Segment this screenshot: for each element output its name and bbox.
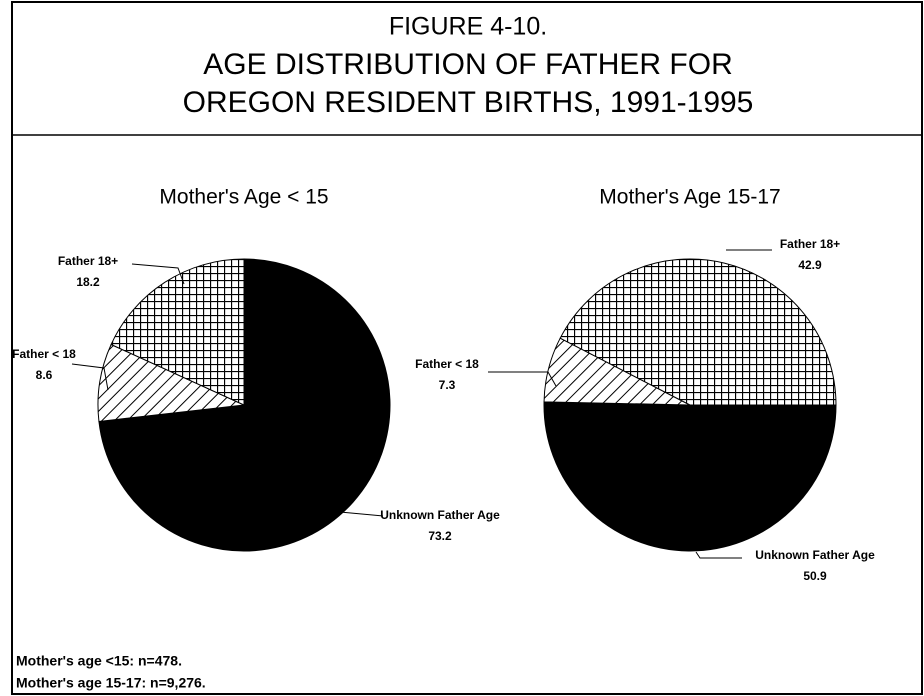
slice-value: 73.2	[428, 529, 452, 543]
slice-value: 42.9	[798, 258, 822, 272]
figure-title: AGE DISTRIBUTION OF FATHER FOR	[203, 48, 732, 81]
chart-title: Mother's Age 15-17	[599, 186, 780, 209]
leader-line	[131, 263, 185, 285]
footnote: Mother's age 15-17: n=9,276.	[16, 675, 206, 691]
pie-slice	[543, 401, 837, 552]
chart-title: Mother's Age < 15	[159, 186, 328, 209]
pie-slice	[110, 258, 245, 406]
slice-value: 50.9	[803, 569, 827, 583]
leader-line	[695, 551, 742, 559]
slice-label: Father 18+	[780, 237, 840, 251]
slice-label: Unknown Father Age	[755, 548, 875, 562]
leader-line	[71, 363, 109, 391]
leader-line	[339, 511, 384, 517]
slice-value: 8.6	[36, 368, 53, 382]
slice-label: Father < 18	[12, 347, 76, 361]
leader-line	[488, 371, 557, 387]
figure-title: OREGON RESIDENT BIRTHS, 1991-1995	[183, 86, 754, 119]
slice-label: Father 18+	[58, 254, 118, 268]
pie-slice	[559, 258, 837, 406]
slice-label: Father < 18	[415, 357, 479, 371]
slice-label: Unknown Father Age	[380, 508, 500, 522]
footnote: Mother's age <15: n=478.	[16, 653, 182, 669]
slice-value: 7.3	[439, 378, 456, 392]
figure-number: FIGURE 4-10.	[389, 13, 547, 41]
slice-value: 18.2	[76, 275, 100, 289]
